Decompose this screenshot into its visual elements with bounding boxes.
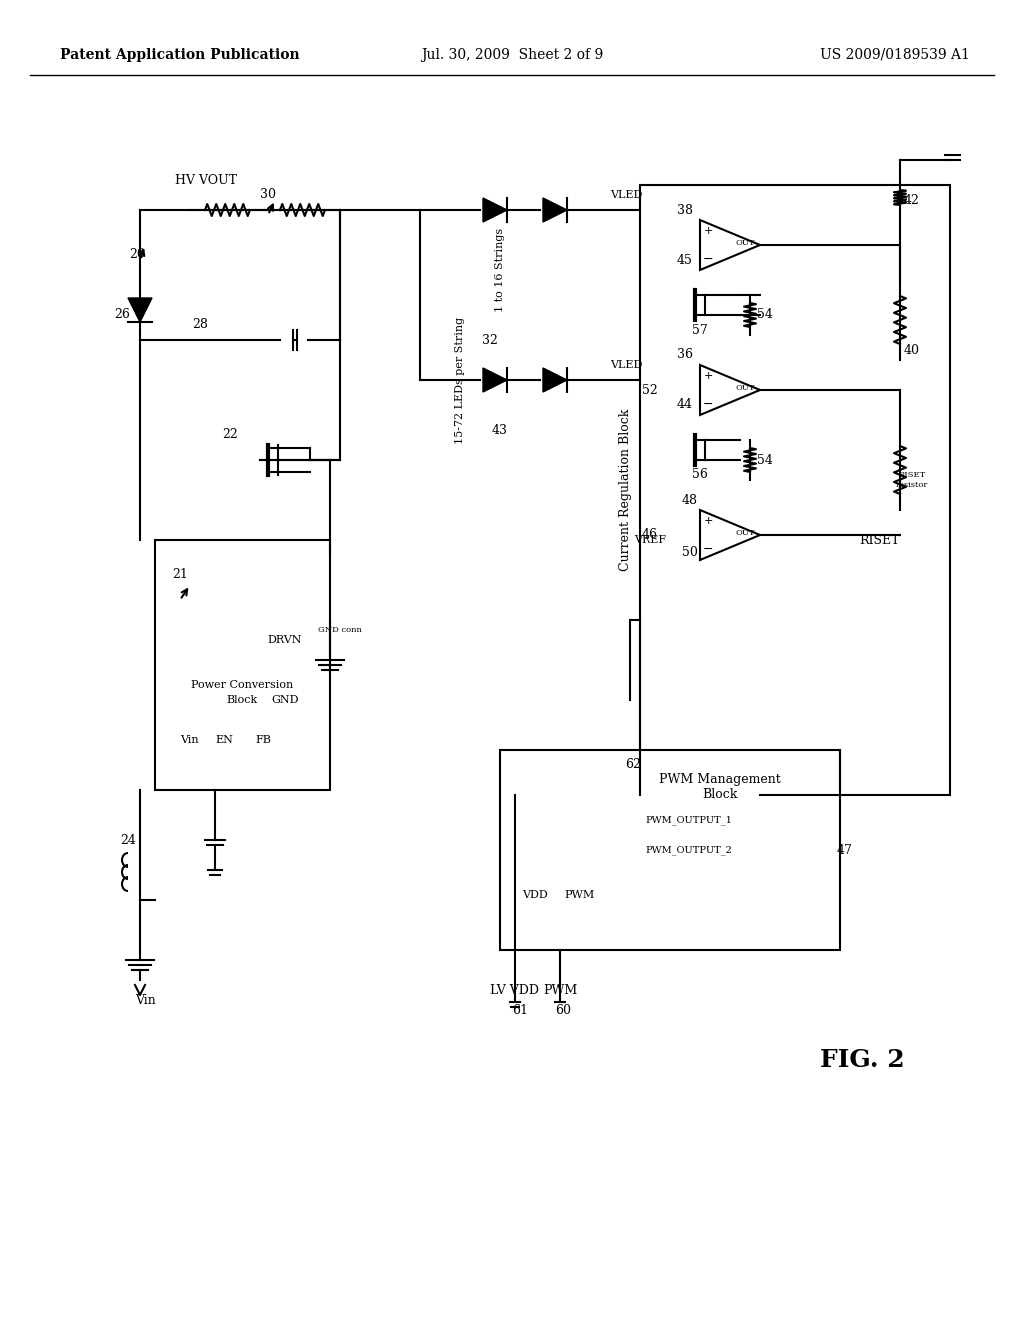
Polygon shape: [483, 368, 507, 392]
Text: −: −: [702, 543, 714, 556]
Text: 62: 62: [625, 759, 641, 771]
Text: 1 to 16 Strings: 1 to 16 Strings: [495, 228, 505, 312]
Polygon shape: [483, 198, 507, 222]
Text: EN: EN: [215, 735, 232, 744]
Text: 57: 57: [692, 323, 708, 337]
Polygon shape: [128, 298, 152, 322]
Text: PWM: PWM: [543, 983, 578, 997]
Text: DRVN: DRVN: [267, 635, 302, 645]
Text: 38: 38: [677, 203, 693, 216]
Text: GND conn: GND conn: [318, 626, 361, 634]
Text: 32: 32: [482, 334, 498, 346]
Text: PWM Management: PWM Management: [659, 774, 781, 787]
Text: +: +: [703, 226, 713, 236]
Polygon shape: [543, 198, 567, 222]
Text: +: +: [703, 516, 713, 525]
Text: 21: 21: [172, 569, 188, 582]
Bar: [155, 540, 330, 789]
Text: +: +: [703, 371, 713, 381]
Text: Block: Block: [702, 788, 737, 801]
Text: Vin: Vin: [180, 735, 199, 744]
Text: 47: 47: [837, 843, 853, 857]
Text: 26: 26: [114, 309, 130, 322]
Text: VREF: VREF: [634, 535, 666, 545]
Bar: [640, 185, 950, 795]
Text: Vin: Vin: [135, 994, 156, 1006]
Text: PWM_OUTPUT_1: PWM_OUTPUT_1: [645, 816, 732, 825]
Text: LV VDD: LV VDD: [490, 983, 540, 997]
Text: Patent Application Publication: Patent Application Publication: [60, 48, 300, 62]
Text: HV VOUT: HV VOUT: [175, 173, 237, 186]
Text: VLED: VLED: [610, 190, 642, 201]
Text: 42: 42: [904, 194, 920, 206]
Text: FIG. 2: FIG. 2: [820, 1048, 904, 1072]
Text: OUT: OUT: [735, 384, 755, 392]
Text: 43: 43: [492, 424, 508, 437]
Text: RISET: RISET: [860, 533, 900, 546]
Polygon shape: [543, 368, 567, 392]
Text: 50: 50: [682, 546, 698, 560]
Text: 45: 45: [677, 253, 693, 267]
Text: Current Regulation Block: Current Regulation Block: [618, 409, 632, 572]
Text: −: −: [702, 252, 714, 265]
Text: PWM_OUTPUT_2: PWM_OUTPUT_2: [645, 845, 732, 855]
Text: 22: 22: [222, 429, 238, 441]
Text: 28: 28: [193, 318, 208, 331]
Text: Power Conversion: Power Conversion: [190, 680, 293, 690]
Text: 54: 54: [757, 309, 773, 322]
Text: 24: 24: [120, 833, 136, 846]
Text: 56: 56: [692, 469, 708, 482]
Text: 46: 46: [642, 528, 658, 541]
Text: 36: 36: [677, 348, 693, 362]
Text: OUT: OUT: [735, 529, 755, 537]
Text: 52: 52: [642, 384, 657, 396]
Text: 15-72 LEDs per String: 15-72 LEDs per String: [455, 317, 465, 444]
Text: 61: 61: [512, 1003, 528, 1016]
Text: 60: 60: [555, 1003, 571, 1016]
Text: 40: 40: [904, 343, 920, 356]
Text: RISET
resistor: RISET resistor: [896, 471, 928, 488]
Text: 44: 44: [677, 399, 693, 412]
Text: GND: GND: [271, 696, 299, 705]
Text: 20: 20: [129, 248, 145, 261]
Text: 48: 48: [682, 494, 698, 507]
Text: Jul. 30, 2009  Sheet 2 of 9: Jul. 30, 2009 Sheet 2 of 9: [421, 48, 603, 62]
Text: 30: 30: [260, 189, 276, 202]
Text: OUT: OUT: [735, 239, 755, 247]
Bar: [500, 750, 840, 950]
Text: Block: Block: [226, 696, 258, 705]
Text: PWM: PWM: [565, 890, 595, 900]
Text: 54: 54: [757, 454, 773, 466]
Text: VLED: VLED: [610, 360, 642, 370]
Text: −: −: [702, 397, 714, 411]
Text: VDD: VDD: [522, 890, 548, 900]
Text: US 2009/0189539 A1: US 2009/0189539 A1: [820, 48, 970, 62]
Text: FB: FB: [255, 735, 271, 744]
